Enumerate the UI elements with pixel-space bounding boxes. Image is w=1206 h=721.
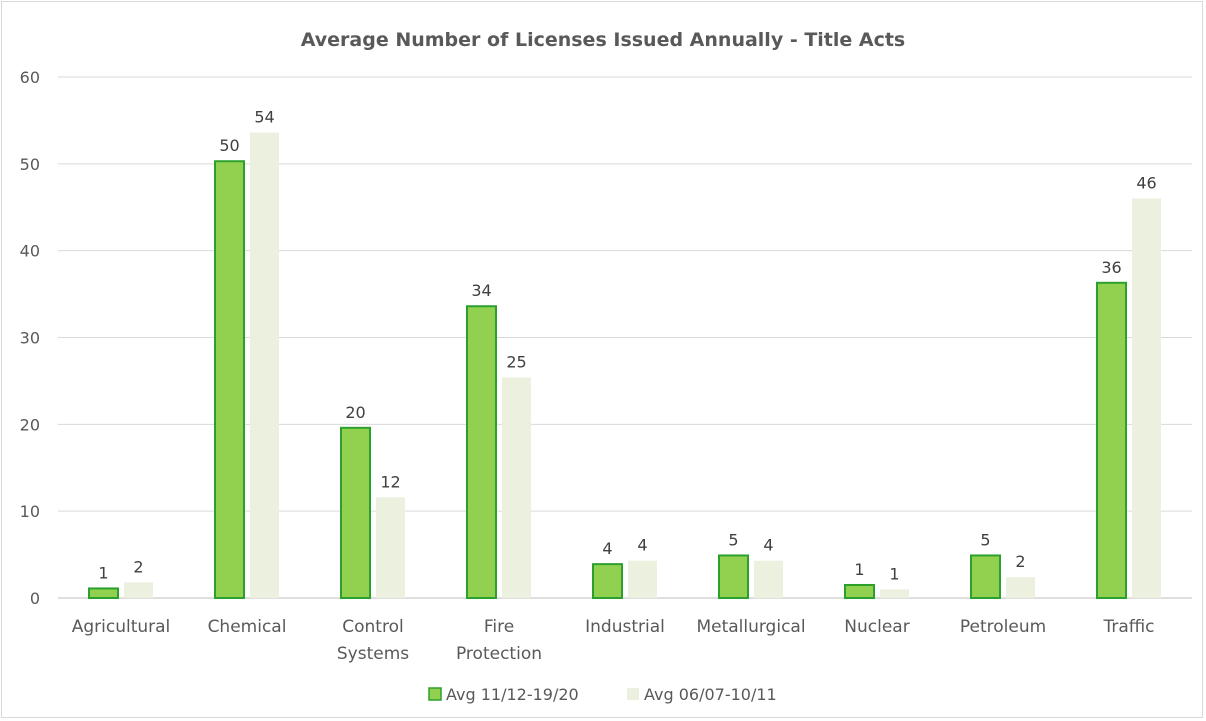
y-tick-label: 30 bbox=[20, 329, 40, 348]
bar bbox=[250, 132, 279, 598]
y-tick-label: 60 bbox=[20, 68, 40, 87]
gridlines bbox=[58, 76, 1192, 599]
data-label: 20 bbox=[345, 403, 365, 422]
x-tick-label: Nuclear bbox=[844, 617, 909, 637]
y-tick-label: 0 bbox=[30, 589, 40, 608]
y-axis: 0 10 20 30 40 50 60 bbox=[20, 68, 40, 608]
data-label: 34 bbox=[471, 281, 491, 300]
data-label: 12 bbox=[380, 472, 400, 491]
y-tick-label: 10 bbox=[20, 502, 40, 521]
data-label: 36 bbox=[1101, 258, 1121, 277]
legend-label: Avg 06/07-10/11 bbox=[644, 685, 777, 704]
x-tick-label: Metallurgical bbox=[696, 617, 805, 637]
bar bbox=[1096, 281, 1127, 599]
data-label: 54 bbox=[254, 108, 274, 127]
y-tick-label: 50 bbox=[20, 155, 40, 174]
data-label: 50 bbox=[219, 136, 239, 155]
x-tick-label: Petroleum bbox=[960, 617, 1046, 637]
x-axis: Agricultural Chemical Control Systems Fire Pr… bbox=[72, 617, 1155, 664]
x-tick-label: Fire bbox=[484, 617, 514, 637]
data-label: 4 bbox=[637, 536, 647, 555]
x-tick-label: Systems bbox=[337, 644, 409, 664]
bar bbox=[880, 589, 909, 598]
bar bbox=[754, 560, 783, 598]
y-tick-label: 40 bbox=[20, 242, 40, 261]
bar bbox=[844, 583, 875, 599]
data-label: 46 bbox=[1136, 174, 1156, 193]
bars bbox=[88, 132, 1161, 600]
y-tick-label: 20 bbox=[20, 415, 40, 434]
bar bbox=[970, 554, 1001, 599]
chart-title: Average Number of Licenses Issued Annual… bbox=[301, 29, 906, 51]
bar bbox=[1132, 198, 1161, 599]
x-tick-label: Industrial bbox=[585, 617, 665, 637]
bar bbox=[592, 563, 623, 600]
bar bbox=[1006, 577, 1035, 598]
legend-label: Avg 11/12-19/20 bbox=[446, 685, 579, 704]
bar bbox=[718, 554, 749, 599]
bar bbox=[376, 497, 405, 598]
bar bbox=[502, 377, 531, 598]
data-label: 1 bbox=[889, 564, 899, 583]
data-label: 5 bbox=[980, 530, 990, 549]
data-label: 2 bbox=[133, 557, 143, 576]
data-label: 1 bbox=[98, 563, 108, 582]
bar bbox=[466, 305, 497, 599]
x-tick-label: Agricultural bbox=[72, 617, 171, 637]
data-label: 4 bbox=[763, 536, 773, 555]
bar bbox=[88, 587, 119, 599]
legend[interactable]: Avg 11/12-19/20 Avg 06/07-10/11 bbox=[428, 685, 777, 704]
bar bbox=[628, 560, 657, 598]
x-tick-label: Protection bbox=[456, 644, 542, 664]
data-label: 25 bbox=[506, 352, 526, 371]
bar bbox=[124, 582, 153, 598]
bar bbox=[214, 160, 245, 599]
data-label: 5 bbox=[728, 530, 738, 549]
x-tick-label: Control bbox=[342, 617, 403, 637]
x-tick-label: Traffic bbox=[1102, 617, 1154, 637]
legend-swatch bbox=[428, 687, 442, 701]
bar bbox=[340, 426, 371, 599]
x-tick-label: Chemical bbox=[208, 617, 287, 637]
data-label: 4 bbox=[602, 539, 612, 558]
legend-swatch bbox=[627, 688, 639, 700]
data-label: 1 bbox=[854, 560, 864, 579]
data-label: 2 bbox=[1015, 552, 1025, 571]
